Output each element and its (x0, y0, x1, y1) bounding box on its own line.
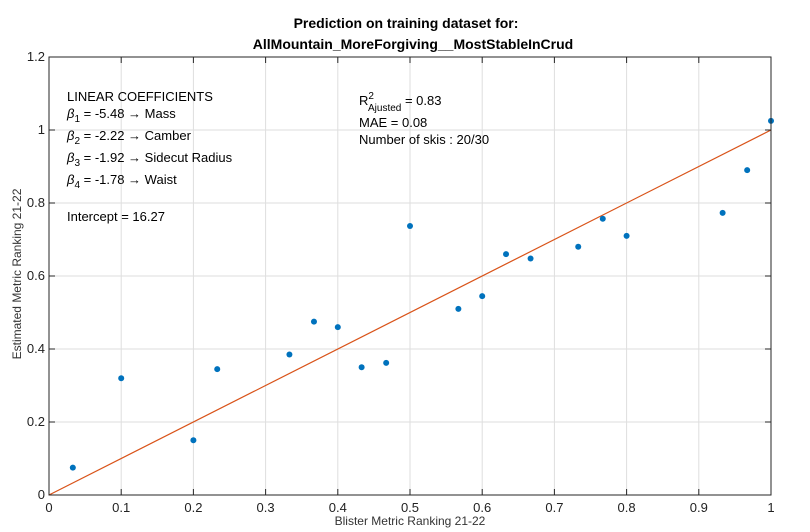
coefficient-3: β3 = -1.92 → Sidecut Radius (66, 150, 233, 169)
fit-line-group (48, 129, 772, 496)
y-tick-label-4: 0.8 (27, 195, 45, 210)
data-point-16 (623, 232, 630, 239)
intercept-text: Intercept = 16.27 (67, 209, 165, 224)
coefficient-2: β2 = -2.22 → Camber (66, 128, 192, 147)
data-point-18 (744, 167, 751, 174)
data-point-3 (214, 366, 221, 373)
coefficient-1-symbol: β (66, 106, 75, 121)
x-tick-label-10: 1 (767, 500, 774, 515)
coefficient-1-text: = -5.48 → Mass (80, 106, 176, 121)
data-point-5 (310, 318, 317, 325)
data-point-13 (527, 255, 534, 262)
r2-text: R2 Ajusted = 0.83 (359, 91, 441, 114)
x-tick-label-9: 0.9 (690, 500, 708, 515)
r2-value: = 0.83 (401, 93, 441, 108)
chart-title-line-1: Prediction on training dataset for: (294, 15, 519, 31)
coefficient-4-symbol: β (66, 172, 75, 187)
data-point-12 (503, 251, 510, 258)
coefficient-4: β4 = -1.78 → Waist (66, 172, 177, 191)
data-point-9 (407, 222, 413, 229)
data-point-4 (286, 351, 293, 358)
data-point-17 (719, 209, 726, 216)
y-axis-label: Estimated Metric Ranking 21-22 (10, 188, 24, 359)
x-tick-label-4: 0.4 (329, 500, 347, 515)
x-tick-label-1: 0.1 (112, 500, 130, 515)
n-skis-text: Number of skis : 20/30 (359, 132, 489, 147)
coefficient-1: β1 = -5.48 → Mass (66, 106, 176, 125)
data-point-15 (599, 215, 606, 222)
r2-symbol: R (359, 93, 368, 108)
x-tick-label-5: 0.5 (401, 500, 419, 515)
data-point-1 (118, 375, 125, 382)
coefficients-annotation: LINEAR COEFFICIENTS β1 = -5.48 → Mass β2… (66, 89, 233, 224)
data-point-11 (479, 293, 486, 300)
fit-line (48, 129, 772, 496)
chart-title-line-2: AllMountain_MoreForgiving__MostStableInC… (253, 36, 573, 52)
x-tick-label-7: 0.7 (545, 500, 563, 515)
coefficient-2-sub: 2 (74, 136, 80, 147)
coefficients-title: LINEAR COEFFICIENTS (67, 89, 213, 104)
data-point-8 (383, 359, 390, 366)
x-tick-label-6: 0.6 (473, 500, 491, 515)
coefficient-2-text: = -2.22 → Camber (80, 128, 192, 143)
r2-sub: Ajusted (368, 103, 401, 114)
data-point-6 (334, 324, 341, 331)
x-tick-label-2: 0.2 (184, 500, 202, 515)
x-axis-label: Blister Metric Ranking 21-22 (335, 514, 486, 528)
y-tick-label-0: 0 (38, 487, 45, 502)
data-point-7 (358, 364, 365, 371)
coefficient-1-sub: 1 (74, 114, 80, 125)
chart-title: Prediction on training dataset for: AllM… (253, 15, 573, 52)
data-point-10 (455, 305, 462, 312)
data-point-14 (575, 243, 582, 250)
r2-sup: 2 (368, 91, 374, 102)
coefficient-4-sub: 4 (74, 180, 80, 191)
coefficient-3-symbol: β (66, 150, 75, 165)
data-points (69, 117, 774, 471)
mae-text: MAE = 0.08 (359, 115, 427, 130)
data-point-2 (190, 437, 197, 444)
x-tick-label-0: 0 (45, 500, 52, 515)
y-tick-label-5: 1 (38, 122, 45, 137)
coefficient-3-sub: 3 (74, 158, 80, 169)
coefficient-3-text: = -1.92 → Sidecut Radius (80, 150, 233, 165)
metrics-annotation: R2 Ajusted = 0.83 MAE = 0.08 Number of sk… (359, 91, 489, 147)
y-tick-label-3: 0.6 (27, 268, 45, 283)
ticks (48, 56, 772, 496)
coefficient-4-text: = -1.78 → Waist (80, 172, 177, 187)
y-tick-label-6: 1.2 (27, 49, 45, 64)
x-tick-labels: 0 0.1 0.2 0.3 0.4 0.5 0.6 0.7 0.8 0.9 1 (45, 500, 774, 515)
data-point-0 (69, 464, 76, 471)
y-tick-label-2: 0.4 (27, 341, 45, 356)
y-tick-label-1: 0.2 (27, 414, 45, 429)
x-tick-label-3: 0.3 (257, 500, 275, 515)
x-tick-label-8: 0.8 (618, 500, 636, 515)
coefficient-2-symbol: β (66, 128, 75, 143)
y-tick-labels: 0 0.2 0.4 0.6 0.8 1 1.2 (27, 49, 45, 502)
